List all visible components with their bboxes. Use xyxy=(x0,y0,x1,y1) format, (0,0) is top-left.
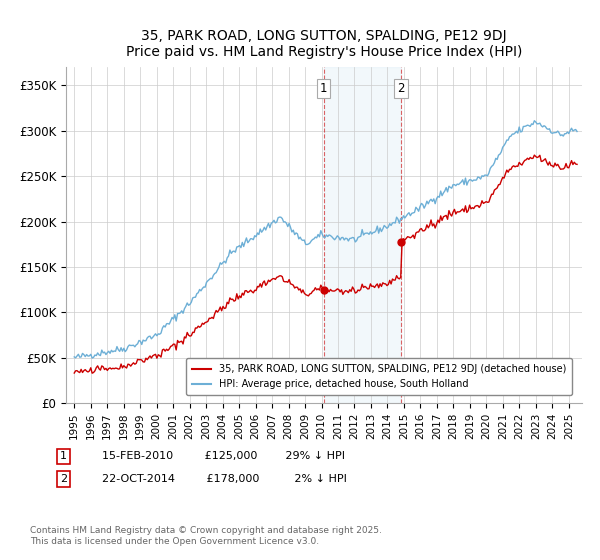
Text: 2: 2 xyxy=(60,474,67,484)
Text: 1: 1 xyxy=(60,451,67,461)
Bar xyxy=(323,67,401,403)
Text: 2: 2 xyxy=(397,82,404,95)
Text: 22-OCT-2014         £178,000          2% ↓ HPI: 22-OCT-2014 £178,000 2% ↓ HPI xyxy=(102,474,347,484)
Legend: 35, PARK ROAD, LONG SUTTON, SPALDING, PE12 9DJ (detached house), HPI: Average pr: 35, PARK ROAD, LONG SUTTON, SPALDING, PE… xyxy=(186,358,572,395)
Text: 15-FEB-2010         £125,000        29% ↓ HPI: 15-FEB-2010 £125,000 29% ↓ HPI xyxy=(102,451,345,461)
Text: 1: 1 xyxy=(320,82,327,95)
Text: Contains HM Land Registry data © Crown copyright and database right 2025.
This d: Contains HM Land Registry data © Crown c… xyxy=(30,526,382,546)
Title: 35, PARK ROAD, LONG SUTTON, SPALDING, PE12 9DJ
Price paid vs. HM Land Registry's: 35, PARK ROAD, LONG SUTTON, SPALDING, PE… xyxy=(126,29,522,59)
